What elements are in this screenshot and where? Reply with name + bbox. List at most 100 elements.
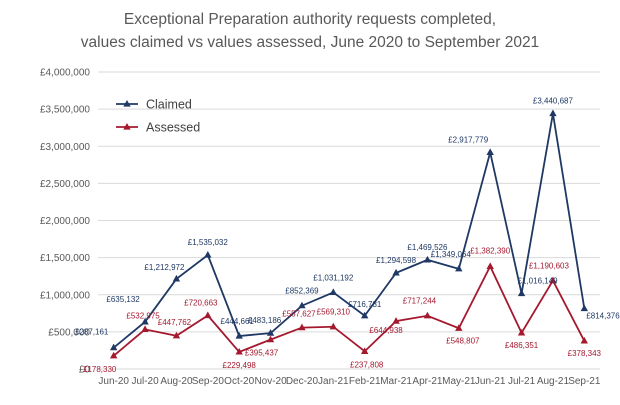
data-point-claimed <box>360 311 369 319</box>
data-label-assessed: £229,498 <box>223 361 257 370</box>
data-point-claimed <box>235 331 243 339</box>
data-point-claimed <box>423 255 432 263</box>
data-point-assessed <box>298 323 306 331</box>
data-point-assessed <box>549 276 557 284</box>
data-point-assessed <box>517 328 526 336</box>
data-label-claimed: £1,294,598 <box>376 256 417 265</box>
data-label-claimed: £483,186 <box>248 316 282 325</box>
data-point-claimed <box>109 343 118 351</box>
data-label-claimed: £716,731 <box>348 300 382 309</box>
data-label-claimed: £852,369 <box>285 287 319 296</box>
data-point-assessed <box>204 311 212 319</box>
data-point-assessed <box>109 351 118 359</box>
data-point-claimed <box>172 274 181 282</box>
series-line-claimed <box>113 113 586 349</box>
data-point-claimed <box>517 289 526 297</box>
data-label-assessed: £486,351 <box>505 341 539 350</box>
data-label-claimed: £635,132 <box>106 295 140 304</box>
data-label-assessed: £1,190,603 <box>529 262 570 271</box>
data-point-assessed <box>360 347 369 354</box>
x-tick-label: Jun-21 <box>475 376 506 387</box>
y-tick-label: £1,000,000 <box>40 290 90 301</box>
x-tick-label: Oct-20 <box>224 376 254 387</box>
data-label-claimed: £444,661 <box>221 317 255 326</box>
data-label-claimed: £1,016,149 <box>518 277 559 286</box>
data-label-claimed: £2,917,779 <box>448 135 489 144</box>
data-label-assessed: £569,310 <box>317 308 351 317</box>
y-tick-label: £4,000,000 <box>40 68 90 79</box>
x-tick-label: Dec-20 <box>286 376 319 387</box>
chart-title-line-1: Exceptional Preparation authority reques… <box>124 11 496 28</box>
data-label-assessed: £395,437 <box>245 349 279 358</box>
y-tick-label: £2,500,000 <box>40 179 90 190</box>
data-label-assessed: £557,627 <box>282 310 316 319</box>
data-label-assessed: £644,938 <box>369 326 403 335</box>
data-label-claimed: £1,349,064 <box>431 250 472 259</box>
y-tick-label: £2,000,000 <box>40 216 90 227</box>
legend-marker-assessed <box>123 123 131 130</box>
data-point-assessed <box>235 347 243 355</box>
y-tick-label: £500,000 <box>48 327 90 338</box>
x-tick-label: Jul-21 <box>508 376 536 387</box>
legend: Claimed Assessed <box>116 98 200 135</box>
x-tick-label: Feb-21 <box>349 376 381 387</box>
data-label-assessed: £378,343 <box>568 349 602 358</box>
legend-label-assessed: Assessed <box>146 121 200 135</box>
data-point-assessed <box>172 331 181 339</box>
data-point-assessed <box>455 324 463 331</box>
series-line-assessed <box>113 264 586 357</box>
data-label-claimed: £814,376 <box>586 312 620 321</box>
data-point-claimed <box>298 301 306 309</box>
x-tick-label: Jun-20 <box>98 376 129 387</box>
data-label-assessed: £548,807 <box>446 336 480 345</box>
x-tick-label: Apr-21 <box>412 376 442 387</box>
data-point-assessed <box>266 335 275 343</box>
data-point-assessed <box>580 336 589 344</box>
data-label-claimed: £1,212,972 <box>144 263 185 272</box>
data-label-assessed: £720,663 <box>184 298 218 307</box>
data-label-claimed: £1,535,032 <box>188 238 229 247</box>
x-tick-label: May-21 <box>442 376 476 387</box>
x-tick-label: Aug-21 <box>537 376 570 387</box>
data-label-assessed: £178,330 <box>83 365 117 374</box>
x-tick-label: Jul-20 <box>131 376 159 387</box>
data-label-claimed: £287,161 <box>75 328 109 337</box>
data-label-assessed: £532,975 <box>126 311 160 320</box>
legend-label-claimed: Claimed <box>146 98 192 112</box>
data-point-claimed <box>329 288 338 296</box>
data-label-assessed: £237,808 <box>350 360 384 369</box>
y-tick-label: £1,500,000 <box>40 253 90 264</box>
x-tick-label: Mar-21 <box>380 376 412 387</box>
data-label-claimed: £1,469,526 <box>407 243 448 252</box>
data-label-assessed: £447,762 <box>158 318 192 327</box>
x-tick-label: Sep-21 <box>568 376 601 387</box>
data-label-claimed: £1,031,192 <box>313 273 354 282</box>
y-tick-label: £3,500,000 <box>40 105 90 116</box>
series-lines <box>109 109 589 359</box>
data-label-assessed: £717,244 <box>403 297 437 306</box>
y-tick-label: £0 <box>79 365 91 376</box>
data-point-claimed <box>141 317 149 325</box>
data-label-claimed: £3,440,687 <box>533 97 574 106</box>
data-point-assessed <box>486 262 494 269</box>
y-tick-label: £3,000,000 <box>40 142 90 153</box>
x-tick-label: Jan-21 <box>318 376 349 387</box>
x-tick-label: Aug-20 <box>160 376 193 387</box>
data-point-claimed <box>580 304 589 312</box>
y-axis-ticks: £0 £500,000 £1,000,000 £1,500,000 £2,000,000… <box>40 68 90 376</box>
x-axis-ticks: Jun-20 Jul-20 Aug-20 Sep-20 Oct-20 Nov-20 Dec-… <box>98 376 600 387</box>
data-point-assessed <box>329 322 338 330</box>
data-point-claimed <box>455 264 463 272</box>
data-point-claimed <box>204 251 212 258</box>
data-point-claimed <box>392 268 400 276</box>
data-point-claimed <box>486 148 494 155</box>
x-tick-label: Sep-20 <box>192 376 225 387</box>
legend-marker-claimed <box>123 100 131 107</box>
x-tick-label: Nov-20 <box>254 376 287 387</box>
data-point-assessed <box>141 325 149 333</box>
data-point-assessed <box>392 317 400 324</box>
chart-title-line-2: values claimed vs values assessed, June … <box>81 34 539 51</box>
data-point-assessed <box>423 311 432 319</box>
